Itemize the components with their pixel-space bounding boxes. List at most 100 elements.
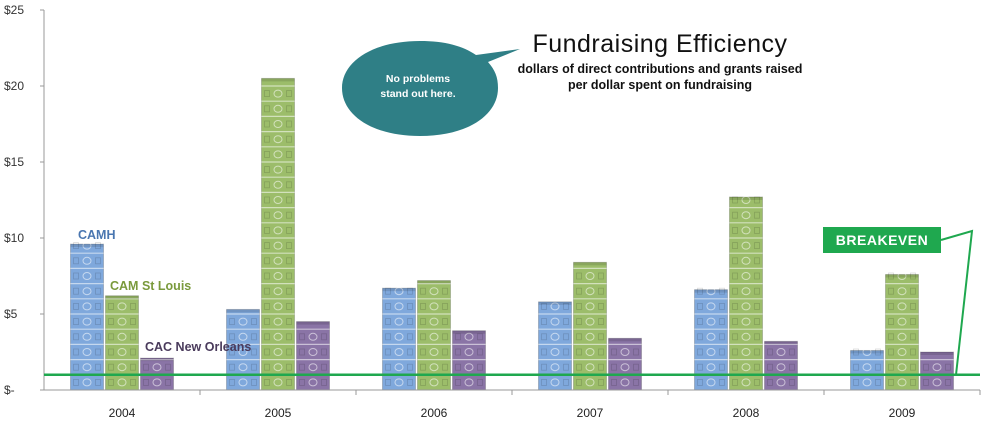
bill-seal <box>585 302 595 311</box>
bill-seal <box>464 378 474 387</box>
bill-corner <box>286 90 292 97</box>
bill-corner <box>385 287 391 295</box>
bill-corner <box>732 211 738 219</box>
bill-corner <box>420 363 426 371</box>
bill-corner <box>732 196 738 204</box>
bill-corner <box>910 348 916 356</box>
bill-corner <box>754 287 760 295</box>
bill-corner <box>754 226 760 234</box>
bill-seal <box>117 378 127 387</box>
bill-corner <box>95 363 101 371</box>
bill-corner <box>754 272 760 280</box>
x-tick-label: 2007 <box>577 406 604 420</box>
bill-corner <box>407 302 413 310</box>
bill-corner <box>888 318 894 326</box>
bill-corner <box>888 378 894 386</box>
bar-cac-new-orleans-2008 <box>764 340 798 391</box>
bill-seal <box>550 363 560 372</box>
bill-corner <box>697 378 703 386</box>
bill-corner <box>853 348 859 356</box>
y-tick-label: $- <box>4 383 15 397</box>
bill-corner <box>143 378 149 386</box>
annotation-bubble <box>342 41 520 136</box>
bill-seal <box>429 287 439 296</box>
bill-corner <box>286 150 292 158</box>
bill-corner <box>789 378 795 386</box>
bill-seal <box>82 272 92 280</box>
bill-corner <box>477 378 483 386</box>
bill-corner <box>385 302 391 310</box>
x-tick-label: 2005 <box>265 406 292 420</box>
bill-corner <box>264 226 270 234</box>
bill-corner <box>719 333 725 341</box>
bill-corner <box>264 105 270 113</box>
bill-corner <box>95 242 101 250</box>
bill-seal <box>82 317 92 326</box>
bill-corner <box>95 257 101 265</box>
bill-corner <box>563 348 569 356</box>
bill-corner <box>286 196 292 204</box>
bill-seal <box>238 332 248 341</box>
bill-corner <box>73 257 79 265</box>
bill-corner <box>251 318 257 326</box>
bill-seal <box>273 120 283 128</box>
bill-corner <box>264 135 270 143</box>
bill-seal <box>308 378 318 387</box>
bill-corner <box>130 318 136 326</box>
bill-seal <box>273 302 283 311</box>
bill-corner <box>611 363 617 371</box>
bill-seal <box>897 332 907 341</box>
bill-seal <box>585 332 595 341</box>
bill-seal <box>273 287 283 296</box>
y-tick-label: $15 <box>4 155 24 169</box>
bill-seal <box>741 256 751 265</box>
bill-corner <box>576 302 582 310</box>
bill-corner <box>286 378 292 386</box>
bar-camh-2004 <box>70 243 104 391</box>
bill-corner <box>732 333 738 341</box>
bill-corner <box>442 378 448 386</box>
bill-seal <box>897 317 907 326</box>
bill-seal <box>273 272 283 280</box>
annotation-line-2: stand out here. <box>380 88 456 100</box>
bill-corner <box>541 348 547 356</box>
bill-corner <box>767 363 773 371</box>
bill-corner <box>286 242 292 250</box>
bill-corner <box>73 272 79 280</box>
bill-seal <box>82 348 92 356</box>
bill-corner <box>563 318 569 326</box>
chart-title: Fundraising Efficiency <box>532 30 788 58</box>
bill-corner <box>754 333 760 341</box>
bill-corner <box>477 333 483 341</box>
annotation-bubble-text: No problems stand out here. <box>358 72 478 102</box>
bill-corner <box>407 348 413 356</box>
bill-corner <box>697 318 703 326</box>
bill-corner <box>264 242 270 250</box>
bill-corner <box>910 318 916 326</box>
bill-seal <box>238 378 248 387</box>
bill-corner <box>73 302 79 310</box>
bill-corner <box>264 287 270 295</box>
bill-corner <box>264 378 270 386</box>
bill-seal <box>776 378 786 387</box>
bill-corner <box>73 242 79 250</box>
bill-seal <box>117 332 127 341</box>
bill-corner <box>420 302 426 310</box>
bill-seal <box>897 363 907 372</box>
bill-corner <box>95 287 101 295</box>
bill-corner <box>732 287 738 295</box>
bar-cap <box>140 358 174 362</box>
bill-corner <box>264 90 270 97</box>
bar-cap <box>105 295 139 299</box>
bill-corner <box>576 272 582 280</box>
bill-corner <box>767 348 773 356</box>
x-tick-label: 2006 <box>421 406 448 420</box>
bill-corner <box>697 333 703 341</box>
bill-corner <box>442 287 448 295</box>
bill-corner <box>286 302 292 310</box>
bill-seal <box>706 363 716 372</box>
bill-corner <box>286 363 292 371</box>
bar-cap <box>764 341 798 345</box>
bill-corner <box>888 302 894 310</box>
